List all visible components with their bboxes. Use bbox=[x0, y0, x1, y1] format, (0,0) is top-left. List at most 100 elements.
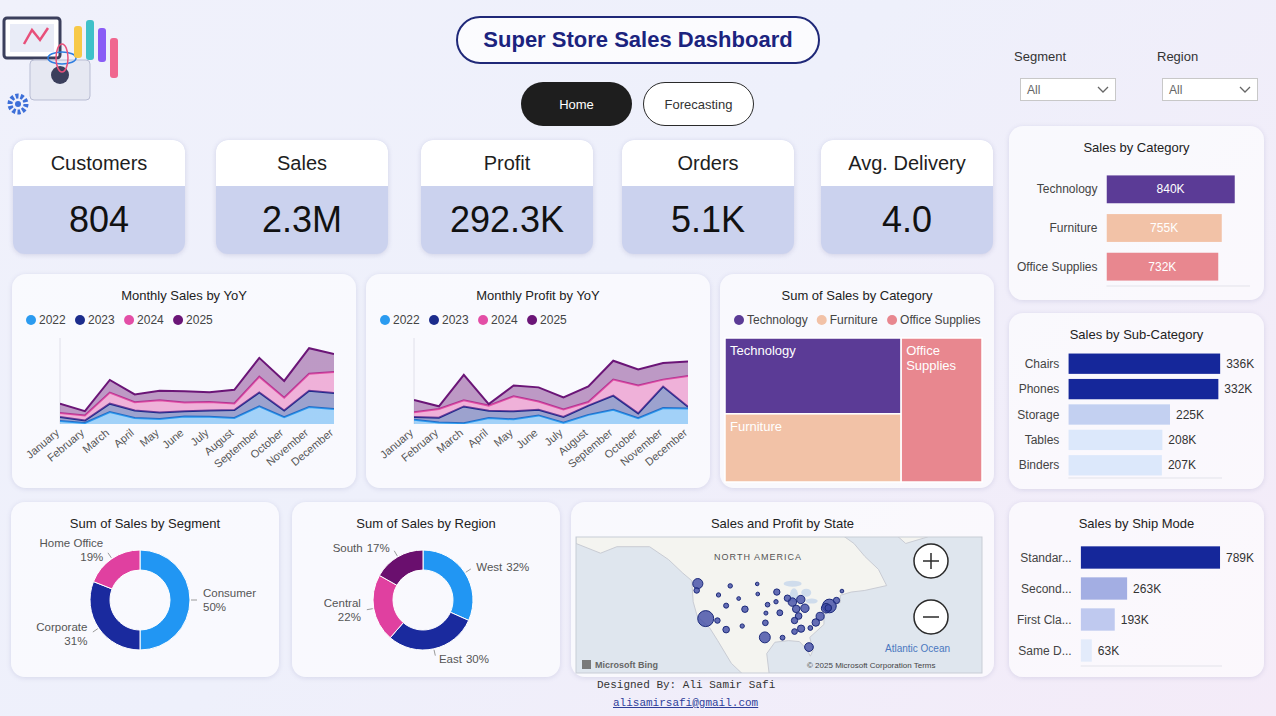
nav-tab[interactable]: Forecasting bbox=[643, 82, 754, 126]
logo-gear bbox=[15, 101, 21, 107]
plot-area bbox=[1068, 354, 1220, 476]
slice-value: 32% bbox=[506, 561, 529, 573]
slice-name: South bbox=[333, 542, 363, 554]
state-dot bbox=[764, 611, 768, 615]
map-lake bbox=[806, 599, 818, 604]
chart-title: Monthly Profit by YoY bbox=[476, 288, 600, 303]
legend-swatch bbox=[817, 315, 827, 325]
bar bbox=[1081, 546, 1220, 568]
state-dot bbox=[755, 582, 759, 586]
state-dot bbox=[756, 592, 760, 596]
filter-dropdown[interactable]: All bbox=[1162, 78, 1258, 101]
legend-label: 2025 bbox=[540, 313, 567, 327]
slice-value: 17% bbox=[367, 542, 390, 554]
filter-dropdown[interactable]: All bbox=[1020, 78, 1116, 101]
legend-label: 2024 bbox=[491, 313, 518, 327]
slice-name: Consumer bbox=[203, 587, 256, 599]
state-dot bbox=[715, 618, 720, 623]
cell-label: Furniture bbox=[730, 419, 782, 434]
zoom-button[interactable] bbox=[914, 600, 948, 634]
y-tick-label: Second... bbox=[1021, 582, 1072, 596]
state-dot bbox=[763, 620, 769, 626]
map-land bbox=[576, 537, 887, 673]
logo-bar bbox=[86, 20, 94, 60]
slice-name: Central bbox=[324, 597, 361, 609]
bar bbox=[1107, 175, 1235, 203]
x-tick-label: June bbox=[160, 426, 186, 451]
state-dot bbox=[840, 589, 844, 593]
kpi-label: Orders bbox=[622, 140, 794, 186]
y-tick-label: Office Supplies bbox=[1017, 260, 1098, 274]
chevron-path bbox=[1240, 87, 1250, 92]
chart-title: Sum of Sales by Category bbox=[781, 288, 933, 303]
state-dot bbox=[728, 584, 732, 588]
slice-label: West32% bbox=[476, 561, 529, 573]
x-tick-label: April bbox=[111, 426, 136, 449]
donut-slice bbox=[379, 550, 423, 585]
map-annotation: Microsoft Bing bbox=[595, 660, 658, 670]
logo-monitor bbox=[4, 18, 60, 58]
legend-swatch bbox=[75, 315, 85, 325]
chart-panel: Sales by Sub-CategoryChairsPhonesStorage… bbox=[1009, 313, 1264, 489]
bar bbox=[1081, 639, 1092, 661]
x-tick-label: May bbox=[137, 426, 161, 449]
chart-svg: Sales by CategoryTechnologyFurnitureOffi… bbox=[1009, 126, 1264, 300]
x-tick-label: December bbox=[643, 426, 690, 468]
bar bbox=[1068, 354, 1220, 374]
logo-orbit bbox=[56, 44, 68, 72]
state-dot bbox=[797, 595, 805, 603]
nav-tab[interactable]: Home bbox=[521, 82, 632, 126]
legend-label: 2023 bbox=[88, 313, 115, 327]
logo-bar bbox=[110, 38, 118, 78]
bing-icon bbox=[582, 660, 591, 669]
chart-panel: Sum of Sales by SegmentConsumer50%Corpor… bbox=[11, 502, 279, 677]
legend-label: 2024 bbox=[137, 313, 164, 327]
state-dot bbox=[759, 632, 770, 643]
leader-line bbox=[108, 553, 111, 558]
kpi-label: Avg. Delivery bbox=[821, 140, 993, 186]
map-land bbox=[895, 537, 928, 543]
chevron-path bbox=[1098, 87, 1108, 92]
slice-name: East bbox=[439, 653, 463, 665]
y-tick-label: Chairs bbox=[1025, 357, 1060, 371]
zoom-button[interactable] bbox=[914, 544, 948, 578]
chart-title: Sales by Category bbox=[1083, 140, 1190, 155]
x-tick-label: March bbox=[434, 426, 465, 455]
kpi-card: Orders5.1K bbox=[622, 140, 794, 254]
state-dot bbox=[694, 588, 700, 594]
state-dot bbox=[737, 597, 741, 601]
cell-label: OfficeSupplies bbox=[906, 343, 956, 373]
chart-svg: Sales and Profit by StateNORTH AMERICAAt… bbox=[571, 502, 994, 677]
logo-bar bbox=[98, 28, 106, 62]
chart-svg: Sum of Sales by CategoryTechnologyFurnit… bbox=[720, 274, 994, 488]
state-dot bbox=[693, 579, 703, 589]
data-label: 63K bbox=[1098, 644, 1119, 658]
treemap-cell bbox=[901, 338, 982, 482]
legend-label: Office Supplies bbox=[900, 313, 981, 327]
x-tick-label: December bbox=[289, 426, 336, 468]
chart-title: Sales by Sub-Category bbox=[1070, 327, 1204, 342]
legend-swatch bbox=[527, 315, 537, 325]
kpi-card: Avg. Delivery4.0 bbox=[821, 140, 993, 254]
logo-orbit bbox=[48, 52, 76, 64]
area-fill bbox=[414, 361, 688, 413]
slice-name: Corporate bbox=[36, 621, 87, 633]
x-axis-line bbox=[1081, 666, 1222, 667]
data-label: 840K bbox=[1157, 182, 1185, 196]
x-tick-label: March bbox=[80, 426, 111, 455]
state-dot bbox=[742, 606, 748, 612]
state-dot bbox=[801, 604, 809, 612]
legend-label: 2022 bbox=[393, 313, 420, 327]
data-label: 332K bbox=[1224, 382, 1252, 396]
state-dot bbox=[833, 597, 839, 603]
legend-swatch bbox=[887, 315, 897, 325]
bar bbox=[1107, 214, 1222, 242]
state-dot bbox=[765, 602, 770, 607]
chart-panel: Sum of Sales by RegionWest32%East30%Cent… bbox=[292, 502, 560, 677]
state-dot bbox=[740, 624, 744, 628]
data-label: 789K bbox=[1226, 551, 1254, 565]
slice-value: 19% bbox=[80, 551, 103, 563]
state-dot bbox=[784, 595, 790, 601]
map-area bbox=[576, 537, 982, 673]
kpi-value: 5.1K bbox=[622, 186, 794, 254]
